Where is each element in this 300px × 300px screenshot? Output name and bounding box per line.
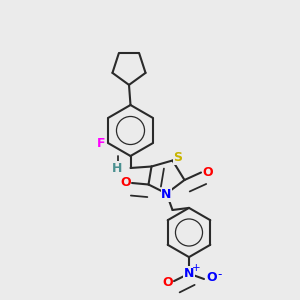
Text: +: +: [192, 262, 201, 273]
Text: H: H: [112, 161, 122, 175]
Text: -: -: [218, 268, 222, 281]
Text: F: F: [97, 137, 105, 150]
Text: O: O: [206, 271, 217, 284]
Text: O: O: [202, 166, 213, 179]
Text: S: S: [173, 151, 182, 164]
Text: O: O: [162, 276, 173, 289]
Text: N: N: [161, 188, 172, 202]
Text: N: N: [184, 267, 194, 280]
Text: O: O: [120, 176, 131, 190]
